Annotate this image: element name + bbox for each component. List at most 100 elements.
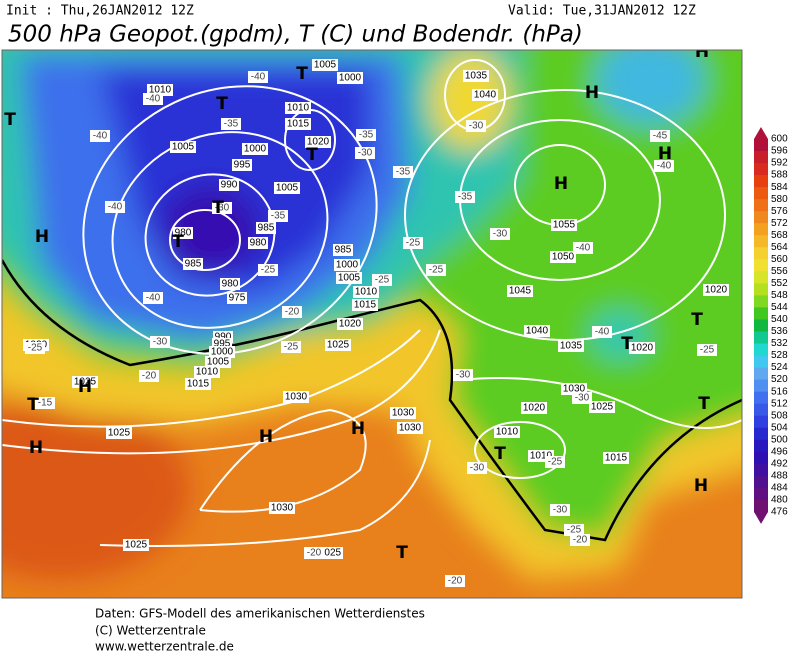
temperature-label-box bbox=[403, 237, 423, 249]
isobar-label-box bbox=[551, 219, 577, 231]
colorbar-band bbox=[754, 355, 768, 369]
isobar-label: 1010 bbox=[530, 451, 553, 462]
pressure-center: T bbox=[396, 543, 408, 563]
isobar-label: 1020 bbox=[705, 285, 728, 296]
temperature-label: -20 bbox=[142, 371, 157, 382]
temperature-label-box bbox=[455, 191, 475, 203]
colorbar-tick-label: 476 bbox=[771, 507, 788, 518]
temperature-label-box bbox=[35, 397, 55, 409]
temperature-label-box bbox=[355, 147, 375, 159]
colorbar-tick-label: 488 bbox=[771, 470, 788, 481]
isobar-label-box bbox=[269, 502, 295, 514]
map-title: 500 hPa Geopot.(gpdm), T (C) und Bodendr… bbox=[8, 22, 583, 48]
temperature-label-box bbox=[572, 392, 592, 404]
isobar-label: 990 bbox=[221, 180, 238, 191]
isobar-label: 985 bbox=[335, 245, 352, 256]
temperature-label: -35 bbox=[271, 211, 286, 222]
isobar-label: 1020 bbox=[339, 319, 362, 330]
pressure-center: T bbox=[4, 110, 16, 130]
isobar-label-box bbox=[463, 70, 489, 82]
isobar-label: 1005 bbox=[314, 60, 337, 71]
isobar-label-box bbox=[603, 452, 629, 464]
colorbar-tick-label: 548 bbox=[771, 290, 788, 301]
pressure-center: H bbox=[554, 174, 568, 194]
colorbar-band bbox=[754, 499, 768, 513]
pressure-center: T bbox=[494, 444, 506, 464]
temperature-label-box bbox=[372, 274, 392, 286]
isobar-label-box bbox=[312, 59, 338, 71]
temperature-label-box bbox=[573, 242, 593, 254]
colorbar-tick-label: 536 bbox=[771, 326, 788, 337]
colorbar-band bbox=[754, 427, 768, 441]
colorbar-band bbox=[754, 391, 768, 405]
colorbar-tick-label: 512 bbox=[771, 398, 788, 409]
colorbar-band bbox=[754, 415, 768, 429]
temperature-label-box bbox=[105, 201, 125, 213]
colorbar-band bbox=[754, 367, 768, 381]
pressure-center: T bbox=[172, 232, 184, 252]
pressure-center: H bbox=[351, 419, 365, 439]
temperature-label: -25 bbox=[700, 345, 715, 356]
isobar-label-box bbox=[507, 285, 533, 297]
isobar-label-box bbox=[390, 407, 416, 419]
isobar-label: 1005 bbox=[338, 273, 361, 284]
isobar-label-box bbox=[550, 251, 576, 263]
colorbar-tick-label: 492 bbox=[771, 458, 788, 469]
552-contour bbox=[2, 259, 742, 542]
temperature-label-box bbox=[654, 160, 674, 172]
isobar-label-box bbox=[352, 299, 378, 311]
temperature-label-box bbox=[212, 202, 232, 214]
colorbar-band bbox=[754, 487, 768, 501]
colorbar-bottom-arrow bbox=[754, 511, 768, 524]
colorbar-tick-label: 564 bbox=[771, 242, 788, 253]
temperature-label: -35 bbox=[396, 167, 411, 178]
colorbar-band bbox=[754, 139, 768, 152]
isobar-label-box bbox=[123, 539, 149, 551]
temperature-label-box bbox=[143, 292, 163, 304]
isobar-label-box bbox=[274, 182, 300, 194]
isobar-label: 1000 bbox=[336, 260, 359, 271]
temperature-label-box bbox=[453, 369, 473, 381]
colorbar-tick-label: 584 bbox=[771, 182, 788, 193]
colorbar-tick-label: 600 bbox=[771, 134, 788, 145]
colorbar-tick-label: 496 bbox=[771, 446, 788, 457]
isobar-label-box bbox=[521, 402, 547, 414]
temperature-label-box bbox=[426, 264, 446, 276]
pressure-center: T bbox=[621, 334, 633, 354]
isobar-label-box bbox=[227, 292, 247, 304]
footer-copyright: (C) Wetterzentrale bbox=[95, 624, 206, 638]
isobar-label: 1025 bbox=[591, 402, 614, 413]
colorbar-tick-label: 568 bbox=[771, 230, 788, 241]
colorbar-band bbox=[754, 295, 768, 308]
pressure-center: H bbox=[585, 83, 599, 103]
temperature-label-box bbox=[545, 456, 565, 468]
isobar-label: 990 bbox=[215, 332, 232, 343]
pressure-center: T bbox=[306, 145, 318, 165]
temperature-label-box bbox=[139, 370, 159, 382]
isobar-label: 1000 bbox=[211, 347, 234, 358]
init-time: Init : Thu,26JAN2012 12Z bbox=[6, 4, 194, 19]
colorbar-tick-label: 484 bbox=[771, 483, 788, 494]
isobar-label-box bbox=[334, 259, 360, 271]
colorbar-top-arrow bbox=[754, 127, 768, 139]
colorbar-band bbox=[754, 451, 768, 465]
isobar-label-box bbox=[194, 366, 220, 378]
temperature-label: -30 bbox=[493, 229, 508, 240]
isobar-label: 1005 bbox=[207, 357, 230, 368]
isobar-label-box bbox=[558, 340, 584, 352]
temperature-label: -30 bbox=[215, 203, 230, 214]
isobar-label-box bbox=[170, 141, 196, 153]
colorbar-tick-label: 516 bbox=[771, 386, 788, 397]
isobar-label-box bbox=[333, 244, 353, 256]
temperature-label: -30 bbox=[469, 121, 484, 132]
isobar-label: 1010 bbox=[196, 367, 219, 378]
colorbar-tick-label: 552 bbox=[771, 278, 788, 289]
isobar-label-box bbox=[353, 286, 379, 298]
pressure-center: H bbox=[78, 377, 92, 397]
colorbar-tick-label: 556 bbox=[771, 266, 788, 277]
colorbar-band bbox=[754, 247, 768, 260]
colorbar-tick-label: 520 bbox=[771, 374, 788, 385]
isobar-label-box bbox=[256, 222, 276, 234]
isobar-label: 995 bbox=[214, 339, 231, 350]
